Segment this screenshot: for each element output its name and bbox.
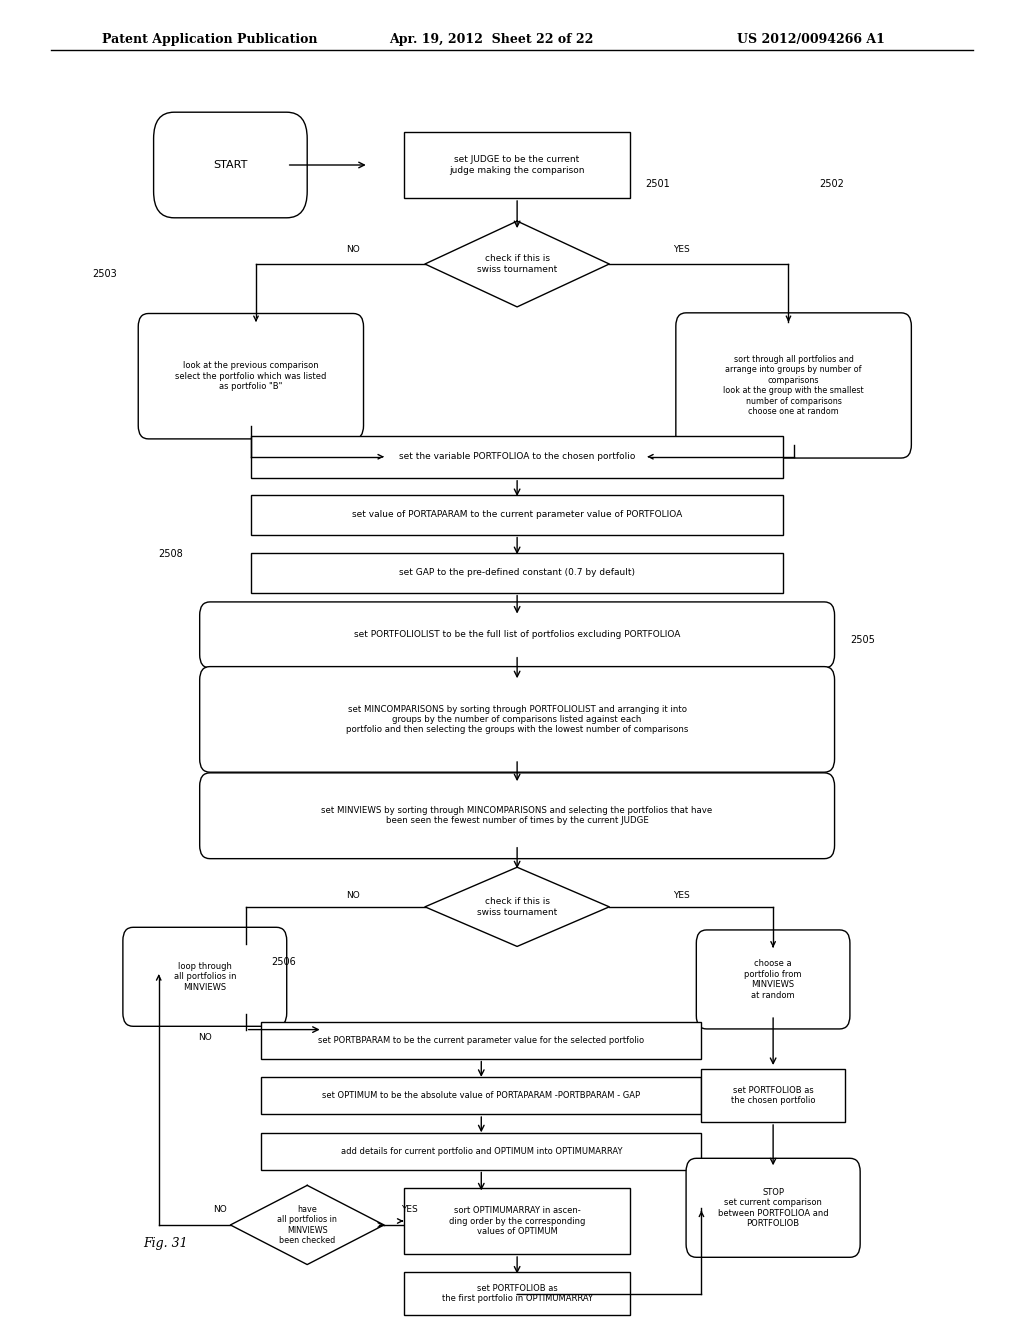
Text: check if this is
swiss tournament: check if this is swiss tournament	[477, 898, 557, 916]
Text: look at the previous comparison
select the portfolio which was listed
as portfol: look at the previous comparison select t…	[175, 362, 327, 391]
Text: set the variable PORTFOLIOA to the chosen portfolio: set the variable PORTFOLIOA to the chose…	[399, 453, 635, 461]
Text: set PORTFOLIOLIST to be the full list of portfolios excluding PORTFOLIOA: set PORTFOLIOLIST to be the full list of…	[354, 631, 680, 639]
Text: 2501: 2501	[645, 180, 670, 190]
Text: YES: YES	[673, 891, 689, 900]
FancyBboxPatch shape	[251, 495, 783, 535]
Text: set MINVIEWS by sorting through MINCOMPARISONS and selecting the portfolios that: set MINVIEWS by sorting through MINCOMPA…	[322, 807, 713, 825]
Text: sort OPTIMUMARRAY in ascen-
ding order by the corresponding
values of OPTIMUM: sort OPTIMUMARRAY in ascen- ding order b…	[449, 1206, 586, 1236]
Text: NO: NO	[198, 1034, 212, 1043]
Text: choose a
portfolio from
MINVIEWS
at random: choose a portfolio from MINVIEWS at rand…	[744, 960, 802, 999]
FancyBboxPatch shape	[251, 553, 783, 593]
FancyBboxPatch shape	[200, 774, 835, 859]
FancyBboxPatch shape	[686, 1159, 860, 1257]
FancyBboxPatch shape	[123, 927, 287, 1027]
FancyBboxPatch shape	[261, 1133, 701, 1170]
FancyBboxPatch shape	[404, 132, 630, 198]
Text: 2508: 2508	[159, 549, 183, 560]
FancyBboxPatch shape	[200, 667, 835, 772]
Text: 2503: 2503	[92, 269, 117, 280]
Text: set JUDGE to be the current
judge making the comparison: set JUDGE to be the current judge making…	[450, 156, 585, 174]
Text: YES: YES	[673, 246, 689, 255]
Text: set GAP to the pre-defined constant (0.7 by default): set GAP to the pre-defined constant (0.7…	[399, 569, 635, 577]
Text: US 2012/0094266 A1: US 2012/0094266 A1	[737, 33, 885, 46]
Text: NO: NO	[346, 891, 360, 900]
Text: 2505: 2505	[850, 635, 874, 645]
FancyBboxPatch shape	[676, 313, 911, 458]
Text: set MINCOMPARISONS by sorting through PORTFOLIOLIST and arranging it into
groups: set MINCOMPARISONS by sorting through PO…	[346, 705, 688, 734]
Text: 2506: 2506	[271, 957, 296, 968]
Text: Patent Application Publication: Patent Application Publication	[102, 33, 317, 46]
Text: set PORTBPARAM to be the current parameter value for the selected portfolio: set PORTBPARAM to be the current paramet…	[318, 1036, 644, 1044]
Text: Apr. 19, 2012  Sheet 22 of 22: Apr. 19, 2012 Sheet 22 of 22	[389, 33, 594, 46]
Text: have
all portfolios in
MINVIEWS
been checked: have all portfolios in MINVIEWS been che…	[278, 1205, 337, 1245]
Text: START: START	[213, 160, 248, 170]
FancyBboxPatch shape	[261, 1077, 701, 1114]
FancyBboxPatch shape	[251, 436, 783, 478]
Text: loop through
all portfolios in
MINVIEWS: loop through all portfolios in MINVIEWS	[173, 962, 237, 991]
Text: NO: NO	[213, 1205, 227, 1214]
Text: NO: NO	[346, 246, 360, 255]
FancyBboxPatch shape	[154, 112, 307, 218]
FancyBboxPatch shape	[404, 1188, 630, 1254]
FancyBboxPatch shape	[701, 1069, 845, 1122]
FancyBboxPatch shape	[261, 1022, 701, 1059]
Text: sort through all portfolios and
arrange into groups by number of
comparisons
loo: sort through all portfolios and arrange …	[723, 355, 864, 416]
Text: set value of PORTAPARAM to the current parameter value of PORTFOLIOA: set value of PORTAPARAM to the current p…	[352, 511, 682, 519]
FancyBboxPatch shape	[138, 314, 364, 438]
Text: set PORTFOLIOB as
the chosen portfolio: set PORTFOLIOB as the chosen portfolio	[731, 1086, 815, 1105]
Text: check if this is
swiss tournament: check if this is swiss tournament	[477, 255, 557, 273]
Text: 2502: 2502	[819, 180, 844, 190]
Text: Fig. 31: Fig. 31	[143, 1237, 188, 1250]
Text: set OPTIMUM to be the absolute value of PORTAPARAM -PORTBPARAM - GAP: set OPTIMUM to be the absolute value of …	[323, 1092, 640, 1100]
Text: YES: YES	[401, 1205, 418, 1214]
Text: add details for current portfolio and OPTIMUM into OPTIMUMARRAY: add details for current portfolio and OP…	[341, 1147, 622, 1155]
FancyBboxPatch shape	[696, 929, 850, 1030]
FancyBboxPatch shape	[404, 1272, 630, 1315]
Text: set PORTFOLIOB as
the first portfolio in OPTIMUMARRAY: set PORTFOLIOB as the first portfolio in…	[441, 1284, 593, 1303]
FancyBboxPatch shape	[200, 602, 835, 668]
Text: STOP
set current comparison
between PORTFOLIOA and
PORTFOLIOB: STOP set current comparison between PORT…	[718, 1188, 828, 1228]
